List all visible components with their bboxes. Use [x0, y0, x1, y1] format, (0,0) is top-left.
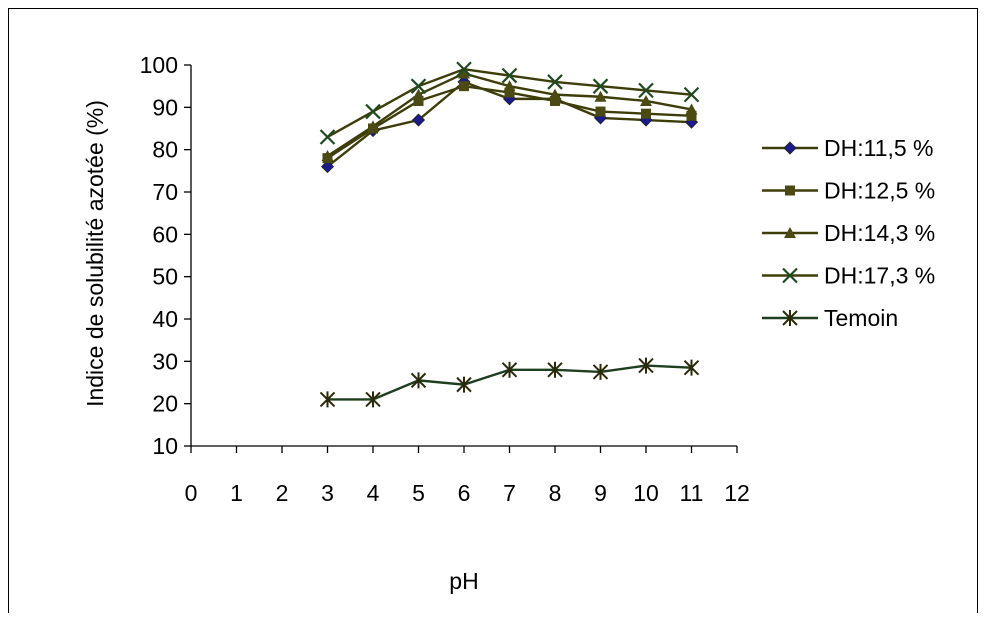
x-tick-label: 3 [321, 480, 334, 506]
x-tick-label: 4 [367, 480, 380, 506]
legend-entry: DH:11,5 % [762, 135, 934, 161]
x-tick-label: 12 [724, 480, 750, 506]
data-point [638, 357, 654, 374]
data-point [640, 94, 652, 106]
data-point [503, 80, 516, 92]
data-point [412, 88, 425, 100]
series-3 [321, 67, 698, 162]
data-point [458, 67, 470, 79]
data-point [321, 150, 334, 162]
data-point [413, 95, 424, 106]
x-tick-label: 6 [458, 480, 471, 506]
x-tick-label: 10 [633, 480, 659, 506]
x-tick-label: 9 [594, 480, 607, 506]
data-point [594, 90, 607, 102]
x-tick-label: 2 [276, 480, 289, 506]
series-layer [319, 61, 700, 408]
legend-marker [784, 227, 796, 238]
legend: DH:11,5 % DH:12,5 % DH:14,3 % DH:17,3 % Temo… [762, 135, 935, 331]
legend-label: DH:14,3 % [824, 220, 935, 246]
data-point [319, 129, 336, 145]
data-point [683, 86, 700, 103]
data-point [501, 361, 518, 378]
data-point [411, 113, 426, 127]
data-point [365, 391, 381, 408]
data-point [592, 78, 609, 94]
y-tick-label: 10 [152, 433, 178, 459]
y-tick-label: 40 [152, 306, 178, 332]
legend-marker [782, 310, 798, 326]
x-tick-label: 11 [680, 480, 704, 506]
y-tick-label: 80 [152, 137, 178, 163]
data-point [504, 87, 515, 98]
y-tick-label: 70 [152, 179, 178, 205]
data-point [410, 372, 427, 389]
legend-label: Temoin [824, 305, 898, 331]
y-tick-label: 30 [152, 348, 178, 374]
legend-entry: DH:17,3 % [762, 263, 935, 289]
y-tick-label: 100 [140, 52, 178, 78]
data-point [641, 108, 651, 119]
x-tick-label: 0 [185, 480, 198, 506]
data-point [410, 78, 427, 94]
data-point [592, 363, 609, 380]
y-tick-label: 60 [152, 221, 178, 247]
x-axis-title: pH [449, 568, 478, 594]
data-point [456, 376, 472, 393]
x-tick-label: 8 [549, 480, 562, 506]
data-point [683, 359, 700, 376]
data-point [685, 103, 698, 115]
legend-entry: Temoin [762, 305, 898, 331]
x-tick-label: 5 [412, 480, 425, 506]
data-point [367, 120, 379, 132]
data-point [550, 95, 560, 106]
data-point [547, 74, 563, 90]
data-point [365, 103, 381, 120]
data-point [547, 361, 563, 378]
legend-label: DH:11,5 % [824, 135, 934, 161]
legend-entry: DH:14,3 % [762, 220, 935, 246]
y-axis-title: Indice de solubilité azotée (%) [82, 100, 108, 407]
y-tick-label: 50 [152, 264, 178, 290]
series-5 [319, 357, 700, 408]
data-point [320, 160, 335, 174]
chart-frame [8, 8, 978, 613]
y-tick-label: 20 [152, 391, 178, 417]
data-point [501, 67, 518, 84]
data-point [595, 106, 606, 117]
legend-label: DH:12,5 % [824, 178, 935, 204]
legend-marker [782, 267, 798, 284]
data-point [456, 61, 472, 78]
y-tick-label: 90 [152, 94, 178, 120]
series-4 [319, 61, 700, 145]
data-point [686, 110, 697, 121]
data-point [549, 88, 561, 100]
data-point [319, 391, 336, 408]
x-tick-label: 1 [230, 480, 243, 506]
data-point [459, 81, 469, 92]
legend-label: DH:17,3 % [824, 263, 935, 289]
data-point [638, 82, 654, 99]
legend-entry: DH:12,5 % [762, 178, 935, 204]
x-tick-label: 7 [503, 480, 516, 506]
legend-marker [785, 185, 795, 196]
legend-marker [783, 141, 797, 155]
